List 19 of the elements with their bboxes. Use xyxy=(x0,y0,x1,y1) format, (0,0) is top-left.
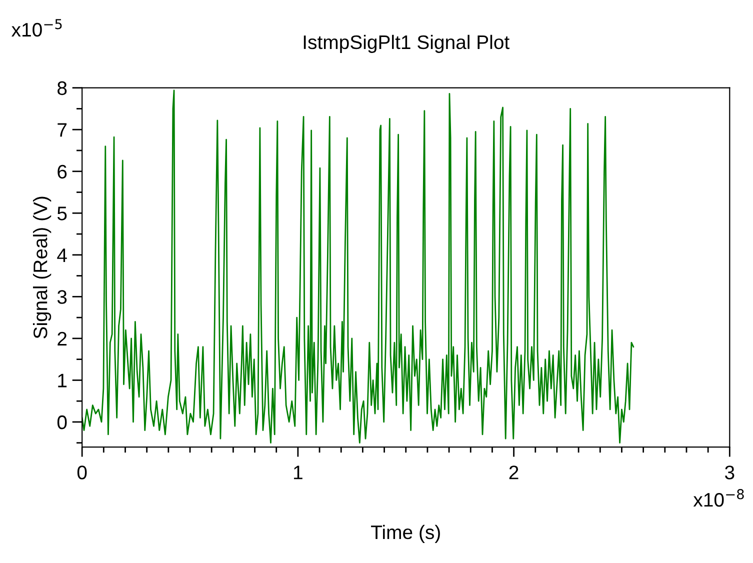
y-tick-label: 3 xyxy=(57,290,67,304)
x-tick-label: 3 xyxy=(724,466,734,480)
y-tick-label: 2 xyxy=(58,332,67,346)
x-tick-label: 0 xyxy=(77,466,87,480)
x-axis-title: Time (s) xyxy=(371,524,440,543)
text: x10$^{−5}$ xyxy=(12,19,62,37)
y-tick-label: 0 xyxy=(57,415,67,430)
y-tick-label: 8 xyxy=(58,81,67,96)
x-tick-label: 2 xyxy=(509,466,518,480)
line-series xyxy=(82,90,634,444)
chart-title: IstmpSigPlt1 Signal Plot xyxy=(304,34,510,53)
y-tick-label: 7 xyxy=(58,123,67,137)
y-tick-label: 1 xyxy=(58,374,67,388)
y-axis-title: Signal (Real) (V) xyxy=(33,196,52,338)
y-tick-label: 5 xyxy=(57,206,67,220)
x-tick-label: 1 xyxy=(294,466,302,480)
y-tick-label: 6 xyxy=(58,164,67,179)
y-tick-label: 4 xyxy=(57,248,67,262)
text: x10$^{−8}$ xyxy=(693,489,744,507)
